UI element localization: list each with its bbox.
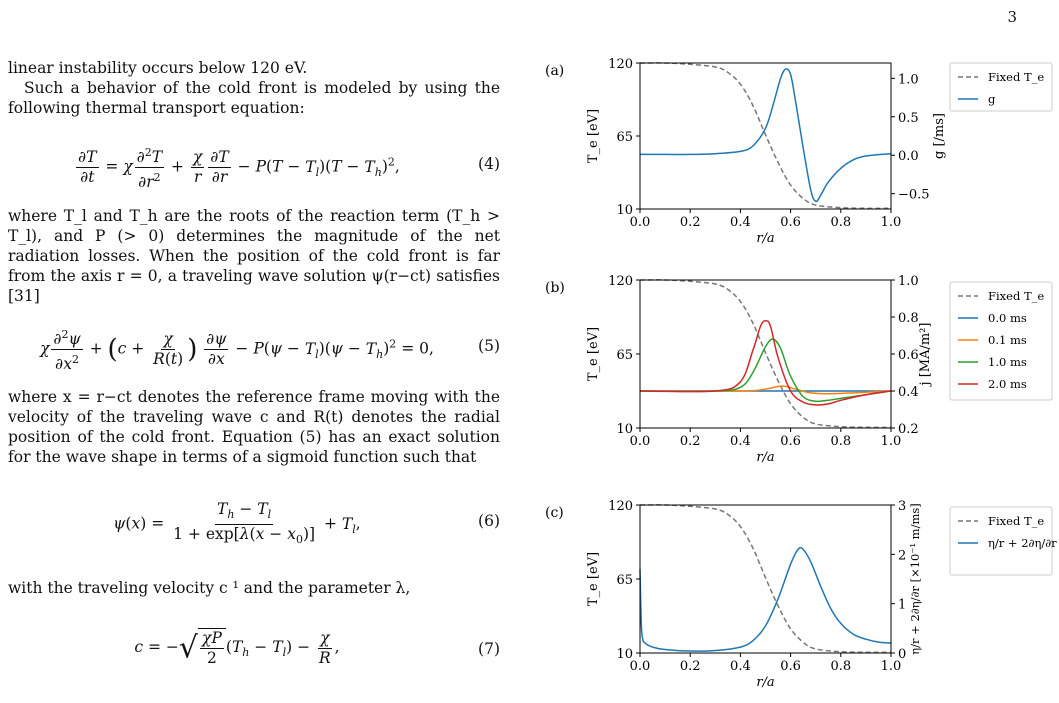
equation-5: χ ∂2ψ ∂x2 + (c + χ R(t)) ∂ψ ∂x − P(ψ − Tl)(ψ… xyxy=(8,325,500,373)
x-tick-label: 0.2 xyxy=(680,659,701,674)
panel-label: (c) xyxy=(545,505,564,521)
panel-b: (b) 0.0 0.2 0.4 0.6 0.8 1.0 r/a 10 65 120 T_e [eV] 0… xyxy=(545,274,1053,465)
legend-b: Fixed T_e 0.0 ms 0.1 ms 1.0 ms 2.0 ms xyxy=(949,281,1053,401)
x-tick-label: 1.0 xyxy=(881,215,902,230)
legend-label: η/r + 2∂η/∂r xyxy=(988,536,1057,550)
x-tick-label: 0.6 xyxy=(780,215,801,230)
y-axis-label-right: g [/ms] xyxy=(932,113,947,159)
paragraph-4: where x = r−ct denotes the reference fra… xyxy=(8,388,500,466)
legend-label: g xyxy=(988,92,996,106)
equation-6: ψ(x) = Th − Tl 1 + exp[λ(x − x0)] + Tl, (… xyxy=(113,500,500,547)
y-tick-label: 120 xyxy=(608,57,633,72)
x-tick-label: 0.6 xyxy=(780,434,801,449)
y-tick-label: 10 xyxy=(616,203,633,218)
x-tick-label: 0.4 xyxy=(730,215,751,230)
axes-frame xyxy=(639,504,892,654)
equation-7-number: (7) xyxy=(478,640,500,658)
equation-5-number: (5) xyxy=(478,337,500,355)
legend-label: Fixed T_e xyxy=(988,514,1044,528)
x-tick-label: 0.4 xyxy=(730,434,751,449)
y2-tick-label: 1.0 xyxy=(898,72,919,87)
panel-label: (a) xyxy=(545,63,564,79)
paragraph-2: Such a behavior of the cold front is mod… xyxy=(8,79,500,117)
series-line-fixed-te xyxy=(639,279,892,429)
y-tick-label: 65 xyxy=(616,130,633,145)
y2-tick-label: 0.0 xyxy=(898,149,919,164)
equation-4: ∂T ∂t = χ ∂2T ∂r2 + χ r ∂T ∂r − P(T − Tl)(T − … xyxy=(8,143,500,191)
y2-tick-label: 1 xyxy=(898,598,906,613)
series-line-s1 xyxy=(639,546,892,652)
x-tick-label: 0.2 xyxy=(680,215,701,230)
y2-tick-label: 0.6 xyxy=(898,348,919,363)
legend-frame xyxy=(949,281,1053,401)
axes-frame xyxy=(639,279,892,429)
x-tick-label: 0.4 xyxy=(730,659,751,674)
y2-tick-label: 2 xyxy=(898,548,906,563)
legend-a: Fixed T_eg xyxy=(949,62,1053,112)
equation-6-number: (6) xyxy=(478,512,500,530)
y-tick-label: 65 xyxy=(616,348,633,363)
panel-label: (b) xyxy=(545,280,565,296)
x-tick-label: 0.0 xyxy=(630,215,651,230)
y2-tick-label: 0.4 xyxy=(898,385,919,400)
page-number: 3 xyxy=(1007,8,1017,26)
series-line-s3 xyxy=(639,338,892,403)
legend-label: Fixed T_e xyxy=(988,70,1044,84)
x-tick-label: 0.0 xyxy=(630,659,651,674)
y-tick-label: 120 xyxy=(608,499,633,514)
legend-c: Fixed T_e η/r + 2∂η/∂r xyxy=(949,506,1057,576)
x-tick-label: 0.6 xyxy=(780,659,801,674)
y2-tick-label: 0.5 xyxy=(898,111,919,126)
x-axis-label: r/a xyxy=(756,675,774,690)
panel-a: (a) 0.0 0.2 0.4 0.6 0.8 1.0 r/a 10 65 120 T_e [eV] −… xyxy=(545,57,1053,246)
series-line-s1 xyxy=(640,68,892,203)
legend-label: 0.0 ms xyxy=(988,311,1027,325)
y-axis-label-left: T_e [eV] xyxy=(586,109,601,163)
y-tick-label: 10 xyxy=(616,422,633,437)
paragraph-5: with the traveling velocity c ¹ and the … xyxy=(8,579,411,597)
series-line-s2 xyxy=(639,385,892,395)
y-axis-label-right: j [MA/m²] xyxy=(918,323,933,388)
y-axis-label-left: T_e [eV] xyxy=(586,552,601,606)
x-tick-label: 0.8 xyxy=(830,215,851,230)
paragraph-3: where T_l and T_h are the roots of the r… xyxy=(8,207,500,305)
series-line-fixed-te xyxy=(639,504,892,654)
x-tick-label: 0.8 xyxy=(830,659,851,674)
series-line-fixed-te xyxy=(639,62,892,210)
x-tick-label: 0.2 xyxy=(680,434,701,449)
y2-tick-label: 0 xyxy=(898,647,906,662)
x-tick-label: 0.8 xyxy=(830,434,851,449)
legend-label: 0.1 ms xyxy=(988,333,1027,347)
y2-tick-label: 3 xyxy=(898,499,906,514)
equation-4-number: (4) xyxy=(478,155,500,173)
x-axis-label: r/a xyxy=(756,450,774,465)
y-axis-label-right: η/r + 2∂η/∂r [×10⁻¹ m/ms] xyxy=(908,503,922,655)
paragraph-1: linear instability occurs below 120 eV. xyxy=(8,59,308,77)
y-tick-label: 120 xyxy=(608,274,633,289)
y-axis-label-left: T_e [eV] xyxy=(586,327,601,381)
legend-label: 2.0 ms xyxy=(988,377,1027,391)
x-tick-label: 1.0 xyxy=(881,434,902,449)
x-tick-label: 1.0 xyxy=(881,659,902,674)
panel-c: (c) 0.0 0.2 0.4 0.6 0.8 1.0 r/a 10 65 120 T_e [eV] 0… xyxy=(545,499,1057,690)
x-tick-label: 0.0 xyxy=(630,434,651,449)
y2-tick-label: 1.0 xyxy=(898,274,919,289)
y2-tick-label: 0.2 xyxy=(898,422,919,437)
x-axis-label: r/a xyxy=(756,231,774,246)
y2-tick-label: 0.8 xyxy=(898,311,919,326)
y2-tick-label: −0.5 xyxy=(898,188,930,203)
y-tick-label: 10 xyxy=(616,647,633,662)
legend-label: 1.0 ms xyxy=(988,355,1027,369)
series-line-s4 xyxy=(639,319,892,406)
legend-frame xyxy=(949,506,1053,576)
legend-label: Fixed T_e xyxy=(988,289,1044,303)
y-tick-label: 65 xyxy=(616,573,633,588)
